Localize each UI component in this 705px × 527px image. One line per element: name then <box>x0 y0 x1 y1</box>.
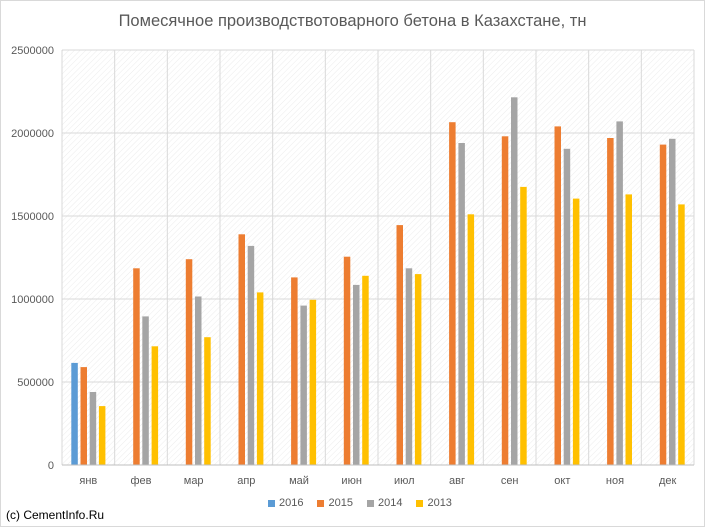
y-tick-label: 0 <box>48 460 54 472</box>
x-tick-label: ноя <box>606 475 624 487</box>
x-tick-label: июл <box>394 475 415 487</box>
legend-swatch <box>268 499 275 507</box>
bar-2015-фев <box>133 268 140 465</box>
bar-2014-фев <box>142 316 149 465</box>
x-tick-label: авг <box>449 475 465 487</box>
bar-2016-янв <box>71 362 78 465</box>
x-tick-label: дек <box>659 475 677 487</box>
bar-2015-апр <box>238 234 245 465</box>
bar-2014-май <box>300 305 307 465</box>
legend-swatch <box>317 499 325 507</box>
legend-item-2015: 2015 <box>317 497 353 509</box>
legend-item-2013: 2013 <box>416 497 452 509</box>
bar-2013-дек <box>678 204 685 465</box>
bar-2015-июл <box>396 225 403 465</box>
bar-2013-янв <box>98 406 106 465</box>
legend-label: 2016 <box>279 497 304 509</box>
bar-2014-дек <box>669 138 676 466</box>
legend-label: 2014 <box>377 497 403 509</box>
legend-item-2014: 2014 <box>366 497 403 509</box>
x-tick-label: апр <box>237 475 255 487</box>
bar-2013-июл <box>414 274 422 465</box>
bar-2013-мар <box>204 337 211 465</box>
legend-swatch <box>416 499 424 507</box>
bar-2013-авг <box>467 214 475 465</box>
legend-label: 2013 <box>427 497 452 509</box>
bar-2014-авг <box>458 143 465 465</box>
bar-2014-окт <box>563 148 571 466</box>
bar-2013-сен <box>520 186 527 465</box>
y-tick-label: 1000000 <box>11 294 54 306</box>
y-tick-label: 1500000 <box>11 211 54 223</box>
legend-swatch <box>366 499 374 507</box>
x-tick-label: янв <box>79 475 97 487</box>
source-credit: (c) CementInfo.Ru <box>6 508 105 522</box>
bar-2015-сен <box>501 136 509 466</box>
y-tick-label: 2500000 <box>11 45 54 57</box>
bar-2014-янв <box>89 392 97 465</box>
x-tick-label: сен <box>501 475 519 487</box>
x-tick-label: фев <box>130 475 151 487</box>
y-tick-label: 2000000 <box>11 128 54 140</box>
bar-2014-мар <box>195 296 202 465</box>
bar-2014-сен <box>511 97 518 466</box>
bar-2015-мар <box>185 259 193 465</box>
legend-item-2016: 2016 <box>268 497 303 509</box>
bar-2015-окт <box>554 126 561 466</box>
chart-legend: 2016 2015 2014 2013 <box>268 497 452 509</box>
x-tick-label: мар <box>184 475 204 487</box>
x-tick-label: окт <box>554 475 570 487</box>
bar-2013-апр <box>256 292 264 465</box>
bar-2013-фев <box>151 346 159 465</box>
bar-2014-июл <box>405 268 413 465</box>
bar-2015-янв <box>80 367 87 465</box>
bar-2013-окт <box>572 198 580 465</box>
bar-2015-май <box>291 277 298 465</box>
y-tick-label: 500000 <box>17 377 54 389</box>
bar-2015-авг <box>449 122 456 465</box>
bar-2015-дек <box>659 144 667 465</box>
chart-title: Помесячное производствотоварного бетона … <box>118 12 587 30</box>
bar-2015-ноя <box>607 138 614 465</box>
x-tick-label: май <box>289 475 309 487</box>
bar-2014-июн <box>353 284 360 465</box>
bar-2014-ноя <box>616 121 623 466</box>
bar-2014-апр <box>247 245 255 465</box>
legend-label: 2015 <box>328 497 353 509</box>
bar-2013-июн <box>362 275 369 465</box>
x-tick-label: июн <box>341 475 361 487</box>
bar-2013-май <box>309 299 317 465</box>
bar-2013-ноя <box>625 194 632 465</box>
bar-2015-июн <box>343 256 351 465</box>
